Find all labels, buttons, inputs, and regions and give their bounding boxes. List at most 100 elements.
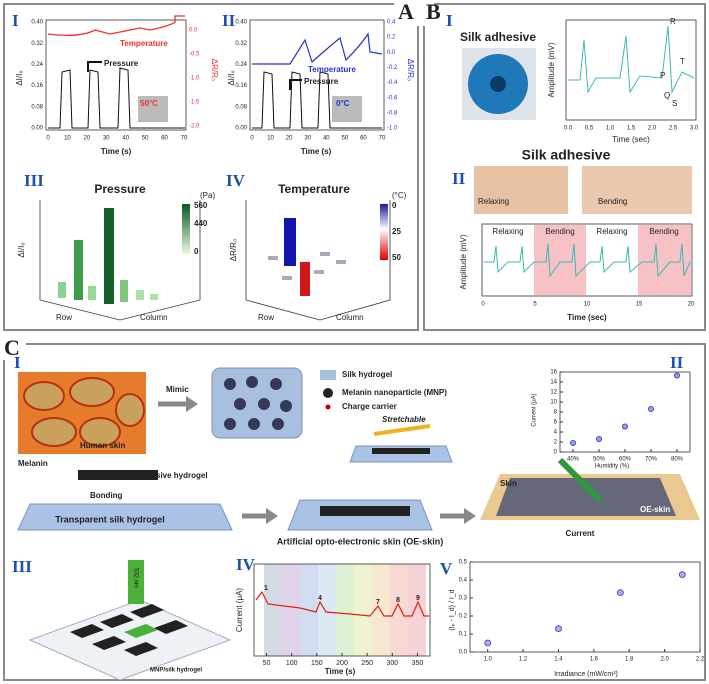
unit: (°C) <box>392 191 407 200</box>
scale-label: 440 <box>194 219 208 228</box>
y2-label: ΔR/R₀ <box>210 59 219 81</box>
x-label: Time (s) <box>101 147 132 156</box>
current-curve <box>255 590 429 617</box>
phase-label: Relaxing <box>492 227 523 236</box>
caption: Artificial opto-electronic skin (OE-skin… <box>277 536 444 546</box>
tick-label: 40 <box>122 136 129 142</box>
y-tick-label: 8 <box>554 410 558 416</box>
y-tick-label: 16 <box>550 370 557 376</box>
tick-label: 0.40 <box>31 20 43 26</box>
tick-label: 0.2 <box>387 35 396 41</box>
temperature-curve <box>252 32 383 65</box>
x-tick-label: 50 <box>263 660 271 667</box>
phase-label: Bending <box>649 227 678 236</box>
label-bg <box>394 0 434 26</box>
sub-label: V <box>440 559 453 578</box>
sub-label: I <box>12 11 19 30</box>
y-tick-label: 2 <box>554 440 558 446</box>
panel-label: B <box>426 0 441 24</box>
caption: OE-skin <box>640 505 670 514</box>
panel-frame <box>3 3 419 331</box>
scale-label: 25 <box>392 227 401 236</box>
x-tick-label: 350 <box>412 660 424 667</box>
band <box>354 564 372 656</box>
band <box>264 564 282 656</box>
point <box>570 439 577 446</box>
panel-frame <box>423 3 706 331</box>
sub-label: I <box>14 353 21 372</box>
y-label: (Iₚ - I_d) / I_d <box>449 589 456 630</box>
caption: Melanin <box>18 459 48 468</box>
phase-label: Bending <box>545 227 574 236</box>
tick-label: 60 <box>360 136 367 142</box>
legend-swatch <box>323 388 333 398</box>
colorbar <box>182 204 190 254</box>
photo-label: Relaxing <box>478 197 509 206</box>
tick-label: -0.4 <box>387 80 398 86</box>
axis-label: Column <box>336 313 364 322</box>
tick-label: -1.0 <box>189 76 200 82</box>
axes <box>245 200 391 321</box>
y-label: Current (μA) <box>235 588 244 633</box>
axes <box>469 561 701 653</box>
stretch-arrow <box>373 424 431 436</box>
sub-label: II <box>670 353 684 372</box>
label-bg <box>0 334 26 360</box>
legend: Silk hydrogel <box>342 370 392 379</box>
tick-label: 0.32 <box>235 41 247 47</box>
inset-label: 0°C <box>336 99 350 108</box>
tick-label: 0.0 <box>387 50 396 56</box>
tick-label: 0 <box>250 136 254 142</box>
legend: Pressure <box>304 77 339 86</box>
axes <box>249 19 385 131</box>
tick-label: 0 <box>481 302 485 308</box>
peak-label: P <box>660 71 665 80</box>
x-label: Time (s) <box>301 147 332 156</box>
x-tick-label: 1.6 <box>590 657 599 663</box>
point <box>616 589 624 596</box>
caption: MNP/silk hydrogel <box>150 668 202 674</box>
y-tick-label: 0.5 <box>459 560 468 566</box>
x-tick-label: 1.4 <box>554 657 563 663</box>
scale-label: 0 <box>194 247 199 256</box>
inset-label: 50°C <box>140 99 158 108</box>
temperature-curve <box>47 15 185 36</box>
humidity-plot: 40% 50% 60% 70% 80% 0 2 4 6 8 10 12 14 16 <box>550 370 691 463</box>
tick-label: 0.5 <box>585 126 594 132</box>
sub-label: IV <box>226 171 246 190</box>
tick-label: 50 <box>142 136 149 142</box>
tick-label: 10 <box>64 136 71 142</box>
x-tick-label: 100 <box>286 660 298 667</box>
tick-label: 0.0 <box>564 126 573 132</box>
tick-label: 0.24 <box>235 62 247 68</box>
pixel-lit <box>124 624 158 638</box>
hydrogel <box>320 506 410 516</box>
tick-label: -0.8 <box>387 110 398 116</box>
tick-label: 0.08 <box>235 104 247 110</box>
tick-label: 20 <box>688 302 695 308</box>
tick-label: 1.5 <box>627 126 636 132</box>
band <box>390 564 408 656</box>
y-tick-label: 4 <box>554 430 558 436</box>
x-tick-label: 40% <box>567 457 580 463</box>
arrow <box>266 508 278 524</box>
caption: Bonding <box>90 491 123 500</box>
y-tick-label: 10 <box>550 400 557 406</box>
arrow <box>87 61 102 72</box>
x-tick-label: 150 <box>311 660 323 667</box>
tick-label: -1.0 <box>387 126 398 132</box>
panel-label: C <box>4 335 20 360</box>
x-label: Irradiance (mW/cm²) <box>554 671 618 678</box>
pixels <box>70 604 188 656</box>
band <box>638 225 691 295</box>
band <box>318 564 336 656</box>
tick-label: 2.5 <box>669 126 678 132</box>
pressure-curve <box>252 71 382 129</box>
tick-label: 1.0 <box>606 126 615 132</box>
axes <box>565 19 697 121</box>
tick-label: 0.40 <box>235 20 247 26</box>
z-label: ΔR/R₀ <box>229 239 238 261</box>
x-label: Time (sec) <box>567 313 607 322</box>
band <box>336 564 354 656</box>
